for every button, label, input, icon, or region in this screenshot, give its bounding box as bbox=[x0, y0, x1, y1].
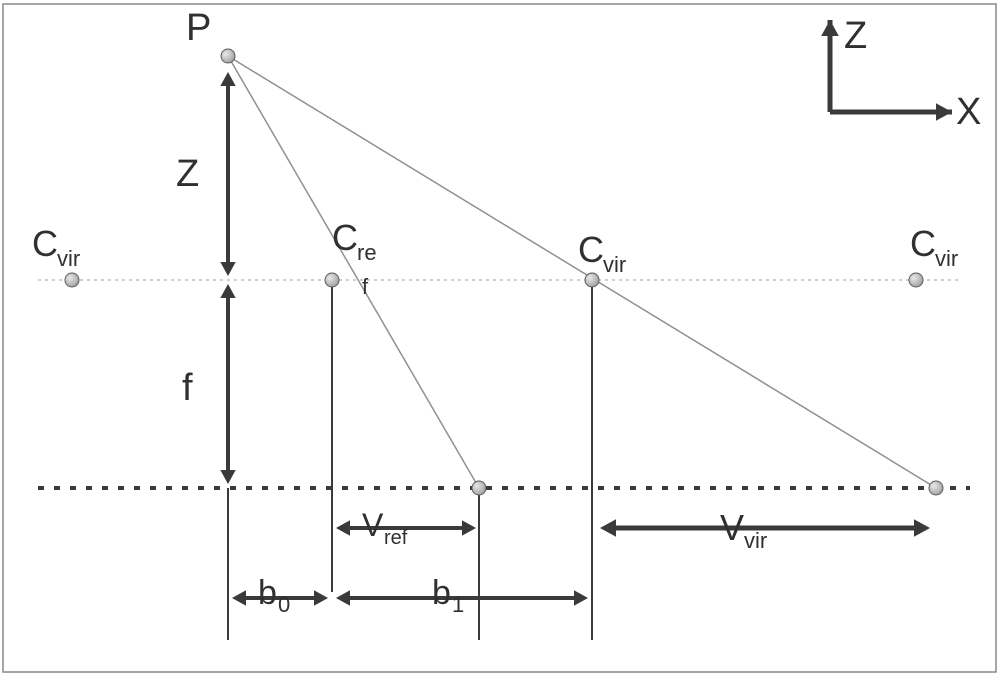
label: f bbox=[182, 367, 193, 409]
svg-text:vir: vir bbox=[603, 252, 626, 277]
label: b bbox=[258, 574, 277, 612]
svg-text:vir: vir bbox=[935, 246, 958, 271]
geometry-diagram: PZfCvirCrefCvirCvirVrefVvirb0b1ZX bbox=[0, 0, 1000, 676]
label: P bbox=[186, 7, 211, 49]
svg-text:0: 0 bbox=[278, 592, 290, 617]
label: Z bbox=[176, 153, 199, 195]
label: V bbox=[720, 507, 744, 548]
label: C bbox=[910, 223, 936, 264]
label: X bbox=[956, 91, 981, 133]
svg-text:ref: ref bbox=[384, 527, 408, 549]
frame-border bbox=[3, 4, 996, 672]
label: C bbox=[32, 223, 58, 264]
svg-text:1: 1 bbox=[452, 592, 464, 617]
label: V bbox=[362, 507, 384, 543]
svg-text:re: re bbox=[357, 240, 377, 265]
label: C bbox=[578, 229, 604, 270]
svg-text:vir: vir bbox=[744, 528, 767, 553]
label: b bbox=[432, 574, 451, 612]
svg-text:vir: vir bbox=[57, 246, 80, 271]
label: C bbox=[332, 217, 358, 258]
svg-text:f: f bbox=[362, 274, 369, 299]
label: Z bbox=[844, 15, 867, 57]
